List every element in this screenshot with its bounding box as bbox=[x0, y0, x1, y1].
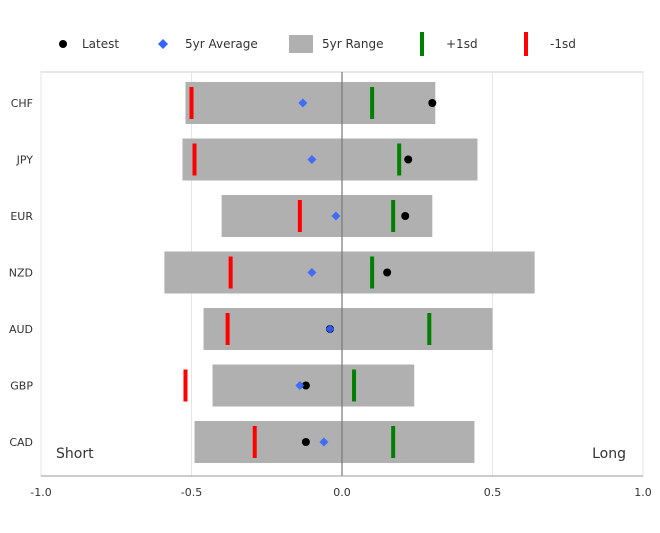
x-tick-label: -1.0 bbox=[30, 486, 51, 499]
x-tick-label: 1.0 bbox=[634, 486, 652, 499]
range-bar-nzd bbox=[164, 251, 535, 294]
x-tick-label: -0.5 bbox=[181, 486, 202, 499]
range-bar-cad bbox=[194, 421, 475, 463]
y-tick-label: NZD bbox=[9, 267, 33, 280]
x-axis-labels: -1.0 -0.5 0.0 0.5 1.0 bbox=[30, 486, 651, 499]
latest-point-eur bbox=[401, 212, 410, 220]
latest-point-nzd bbox=[383, 268, 392, 277]
plus-sd-mark-jpy bbox=[397, 143, 402, 176]
latest-point-gbp bbox=[301, 381, 310, 390]
latest-point-chf bbox=[428, 99, 437, 107]
minus-sd-mark-jpy bbox=[192, 143, 197, 176]
minus-sd-mark-nzd bbox=[228, 256, 233, 289]
minus-sd-mark-aud bbox=[225, 313, 230, 345]
legend-average-marker bbox=[158, 39, 168, 49]
x-tick-label: 0.0 bbox=[333, 486, 351, 499]
long-label: Long bbox=[592, 446, 626, 462]
legend: Latest 5yr Average 5yr Range +1sd -1sd bbox=[59, 32, 576, 56]
average-point-aud bbox=[325, 324, 335, 334]
range-bar-aud bbox=[203, 308, 493, 350]
latest-point-jpy bbox=[404, 155, 413, 164]
point-markers bbox=[295, 98, 437, 447]
y-tick-label: JPY bbox=[16, 154, 34, 167]
plus-sd-mark-aud bbox=[427, 313, 432, 345]
minus-sd-mark-eur bbox=[297, 200, 302, 232]
legend-latest-marker bbox=[59, 40, 67, 48]
y-tick-label: GBP bbox=[10, 380, 33, 393]
plus-sd-mark-chf bbox=[370, 87, 375, 119]
y-tick-label: CHF bbox=[11, 97, 33, 110]
minus-sd-mark-cad bbox=[252, 426, 257, 458]
sd-markers bbox=[183, 87, 432, 458]
legend-latest-label: Latest bbox=[82, 37, 119, 51]
legend-minus-sd-label: -1sd bbox=[550, 37, 576, 51]
y-tick-label: CAD bbox=[9, 436, 33, 449]
plus-sd-mark-eur bbox=[391, 200, 396, 232]
legend-minus-sd-marker bbox=[524, 32, 528, 56]
legend-range-label: 5yr Range bbox=[322, 37, 384, 51]
range-bars bbox=[164, 82, 535, 463]
x-tick-label: 0.5 bbox=[484, 486, 502, 499]
short-label: Short bbox=[56, 446, 94, 462]
minus-sd-mark-gbp bbox=[183, 369, 188, 402]
legend-plus-sd-marker bbox=[420, 32, 424, 56]
plus-sd-mark-cad bbox=[391, 426, 396, 458]
average-point-cad bbox=[319, 437, 329, 447]
plus-sd-mark-nzd bbox=[370, 256, 375, 289]
average-point-jpy bbox=[307, 155, 317, 164]
y-axis-labels: CHF JPY EUR NZD AUD GBP CAD bbox=[9, 97, 34, 449]
legend-range-marker bbox=[289, 35, 313, 53]
average-point-eur bbox=[331, 211, 341, 221]
average-point-chf bbox=[298, 98, 308, 108]
average-point-gbp bbox=[295, 381, 305, 390]
range-bar-gbp bbox=[212, 364, 415, 407]
y-tick-label: EUR bbox=[10, 210, 33, 223]
range-bar-eur bbox=[221, 195, 433, 237]
latest-point-cad bbox=[301, 438, 310, 446]
range-bar-chf bbox=[185, 82, 436, 124]
plus-sd-mark-gbp bbox=[352, 369, 357, 402]
legend-plus-sd-label: +1sd bbox=[446, 37, 478, 51]
legend-average-label: 5yr Average bbox=[185, 37, 258, 51]
minus-sd-mark-chf bbox=[189, 87, 194, 119]
range-bar-jpy bbox=[182, 138, 478, 181]
average-point-nzd bbox=[307, 268, 317, 277]
y-tick-label: AUD bbox=[9, 323, 33, 336]
